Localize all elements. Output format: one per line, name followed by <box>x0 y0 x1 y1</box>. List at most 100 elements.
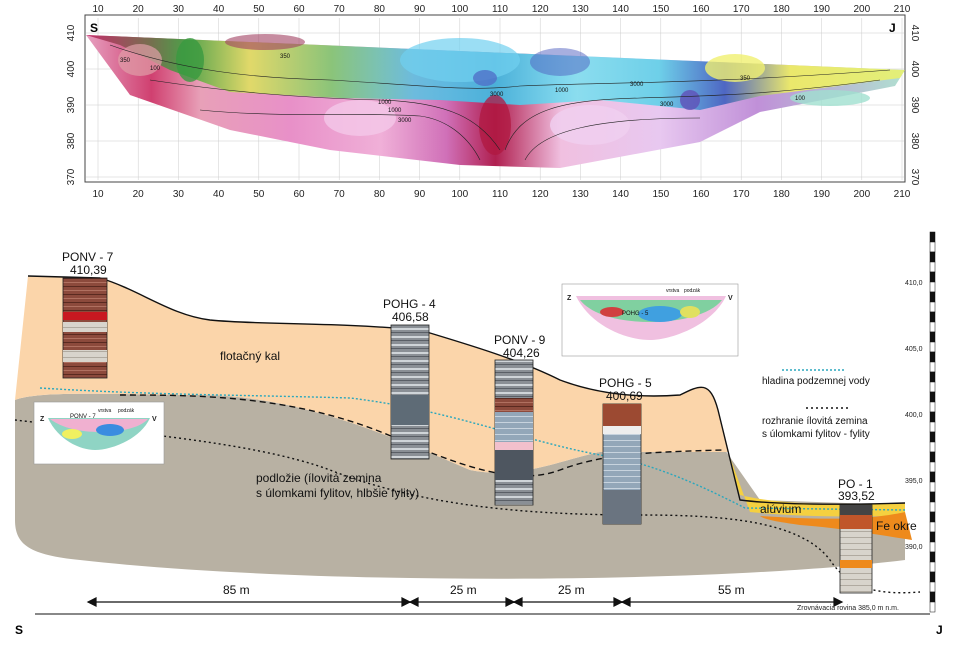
y-tick-label: 410 <box>909 25 920 42</box>
profile-blob <box>530 48 590 76</box>
contour-label: 1000 <box>378 100 392 106</box>
legend-interface-label-2: s úlomkami fylitov - fylity <box>762 429 870 440</box>
borehole-name: PO - 1 <box>838 477 873 491</box>
y-tick-label: 400 <box>909 61 920 78</box>
scale-tick: 390,0 <box>905 544 923 551</box>
contour-label: 3000 <box>398 118 412 124</box>
borehole-ponv7: PONV - 7 410,39 <box>62 250 114 379</box>
bedrock-layer <box>15 393 905 579</box>
scale-tick: 405,0 <box>905 346 923 353</box>
profile-blob <box>479 95 511 155</box>
borehole-elevation: 393,52 <box>838 489 875 503</box>
profile-left-end: S <box>90 21 98 35</box>
contour-label: 1000 <box>555 88 569 94</box>
contour-label: 3000 <box>630 82 644 88</box>
x-tick-label: 170 <box>733 189 750 200</box>
y-tick-label: 410 <box>66 24 77 41</box>
profile-x-ticks-top: 10 20 30 40 50 60 70 80 90 100 110 120 130 140 150 160 1… <box>92 4 910 15</box>
contour-line <box>199 109 701 161</box>
x-tick-label: 90 <box>414 4 426 15</box>
profile-blob <box>473 70 497 86</box>
y-tick-label: 380 <box>909 133 920 150</box>
section-right-end: J <box>936 623 943 637</box>
borehole-name: PONV - 7 <box>62 250 114 264</box>
contour-line <box>109 44 891 89</box>
x-tick-label: 10 <box>92 189 104 200</box>
x-tick-label: 30 <box>173 189 185 200</box>
scale-tick: 410,0 <box>905 280 923 287</box>
inset-left-end: Z <box>40 416 45 423</box>
contour-label: 1000 <box>388 108 402 114</box>
profile-right-end: J <box>889 21 896 35</box>
geological-section: PONV - 7 410,39 POHG - 4 406,58 PONV - 9… <box>14 231 943 637</box>
elevation-scale: 410,0 405,0 400,0 395,0 390,0 <box>905 231 936 613</box>
x-tick-label: 100 <box>451 189 468 200</box>
x-tick-label: 140 <box>612 189 629 200</box>
x-tick-label: 100 <box>451 4 468 15</box>
x-tick-label: 210 <box>894 189 911 200</box>
y-tick-label: 390 <box>66 96 77 113</box>
contour-label: 350 <box>120 58 131 64</box>
legend-interface-label: rozhranie ílovitá zemina <box>762 416 868 427</box>
fe-ochre-layer <box>760 512 912 540</box>
groundwater-line <box>39 387 906 511</box>
inset-annotation: vrstva <box>98 408 112 414</box>
tailings-base-line <box>119 394 726 477</box>
x-tick-label: 110 <box>492 189 508 200</box>
x-tick-label: 80 <box>374 189 386 200</box>
y-tick-label: 380 <box>66 132 77 149</box>
x-tick-label: 150 <box>652 4 669 15</box>
tailings-layer <box>15 276 728 473</box>
x-tick-label: 90 <box>414 189 426 200</box>
borehole-name: POHG - 5 <box>599 376 652 390</box>
contour-label: 350 <box>740 76 751 82</box>
inset-pohg5: Z V POHG - 5 vrstva podzák <box>561 283 739 357</box>
borehole-elevation: 400,69 <box>606 389 643 403</box>
x-tick-label: 70 <box>334 189 346 200</box>
profile-blob <box>550 105 630 145</box>
x-tick-label: 50 <box>253 4 265 15</box>
layer-label-bedrock: podložie (ílovitá zemina <box>256 471 382 485</box>
x-tick-label: 20 <box>133 189 145 200</box>
x-tick-label: 180 <box>773 4 790 15</box>
datum-label: Zrovnávacia rovina 385,0 m n.m. <box>797 605 899 612</box>
profile-blob <box>790 90 870 106</box>
section-left-end: S <box>15 623 23 637</box>
distance-label: 25 m <box>450 583 477 597</box>
x-tick-label: 110 <box>492 4 508 15</box>
x-tick-label: 200 <box>853 4 870 15</box>
x-tick-label: 70 <box>334 4 346 15</box>
profile-blob <box>225 34 305 50</box>
x-tick-label: 60 <box>293 189 305 200</box>
inset-annotation: podzák <box>118 408 135 414</box>
profile-blob <box>324 100 396 136</box>
x-tick-label: 150 <box>652 189 669 200</box>
borehole-name: PONV - 9 <box>494 333 546 347</box>
inset-annotation: vrstva <box>666 288 680 294</box>
y-tick-label: 400 <box>66 60 77 77</box>
borehole-elevation: 406,58 <box>392 310 429 324</box>
x-tick-label: 10 <box>92 4 104 15</box>
borehole-pohg5: POHG - 5 400,69 <box>599 376 652 525</box>
resistivity-profile: 350 350 1000 1000 3000 3000 1000 3000 3000 100 350… <box>66 4 920 200</box>
inset-name: POHG - 5 <box>622 311 649 317</box>
borehole-pohg4: POHG - 4 406,58 <box>383 297 436 460</box>
distance-label: 85 m <box>223 583 250 597</box>
borehole-elevation: 404,26 <box>503 346 540 360</box>
x-tick-label: 40 <box>213 189 225 200</box>
distance-dimensions <box>86 597 844 607</box>
distance-label: 25 m <box>558 583 585 597</box>
x-tick-label: 130 <box>572 4 589 15</box>
terrain-surface <box>27 275 906 505</box>
x-tick-label: 190 <box>813 4 830 15</box>
profile-y-ticks-left: 410 400 390 380 370 <box>66 24 77 185</box>
layer-label-alluvium: alúvium <box>760 502 801 516</box>
profile-blob <box>118 44 162 76</box>
distance-label: 55 m <box>718 583 745 597</box>
inset-annotation: podzák <box>684 288 701 294</box>
alluvium-layer <box>728 452 905 517</box>
profile-blob <box>680 90 700 110</box>
borehole-po1: PO - 1 393,52 <box>838 477 875 594</box>
x-tick-label: 200 <box>853 189 870 200</box>
y-tick-label: 390 <box>909 97 920 114</box>
